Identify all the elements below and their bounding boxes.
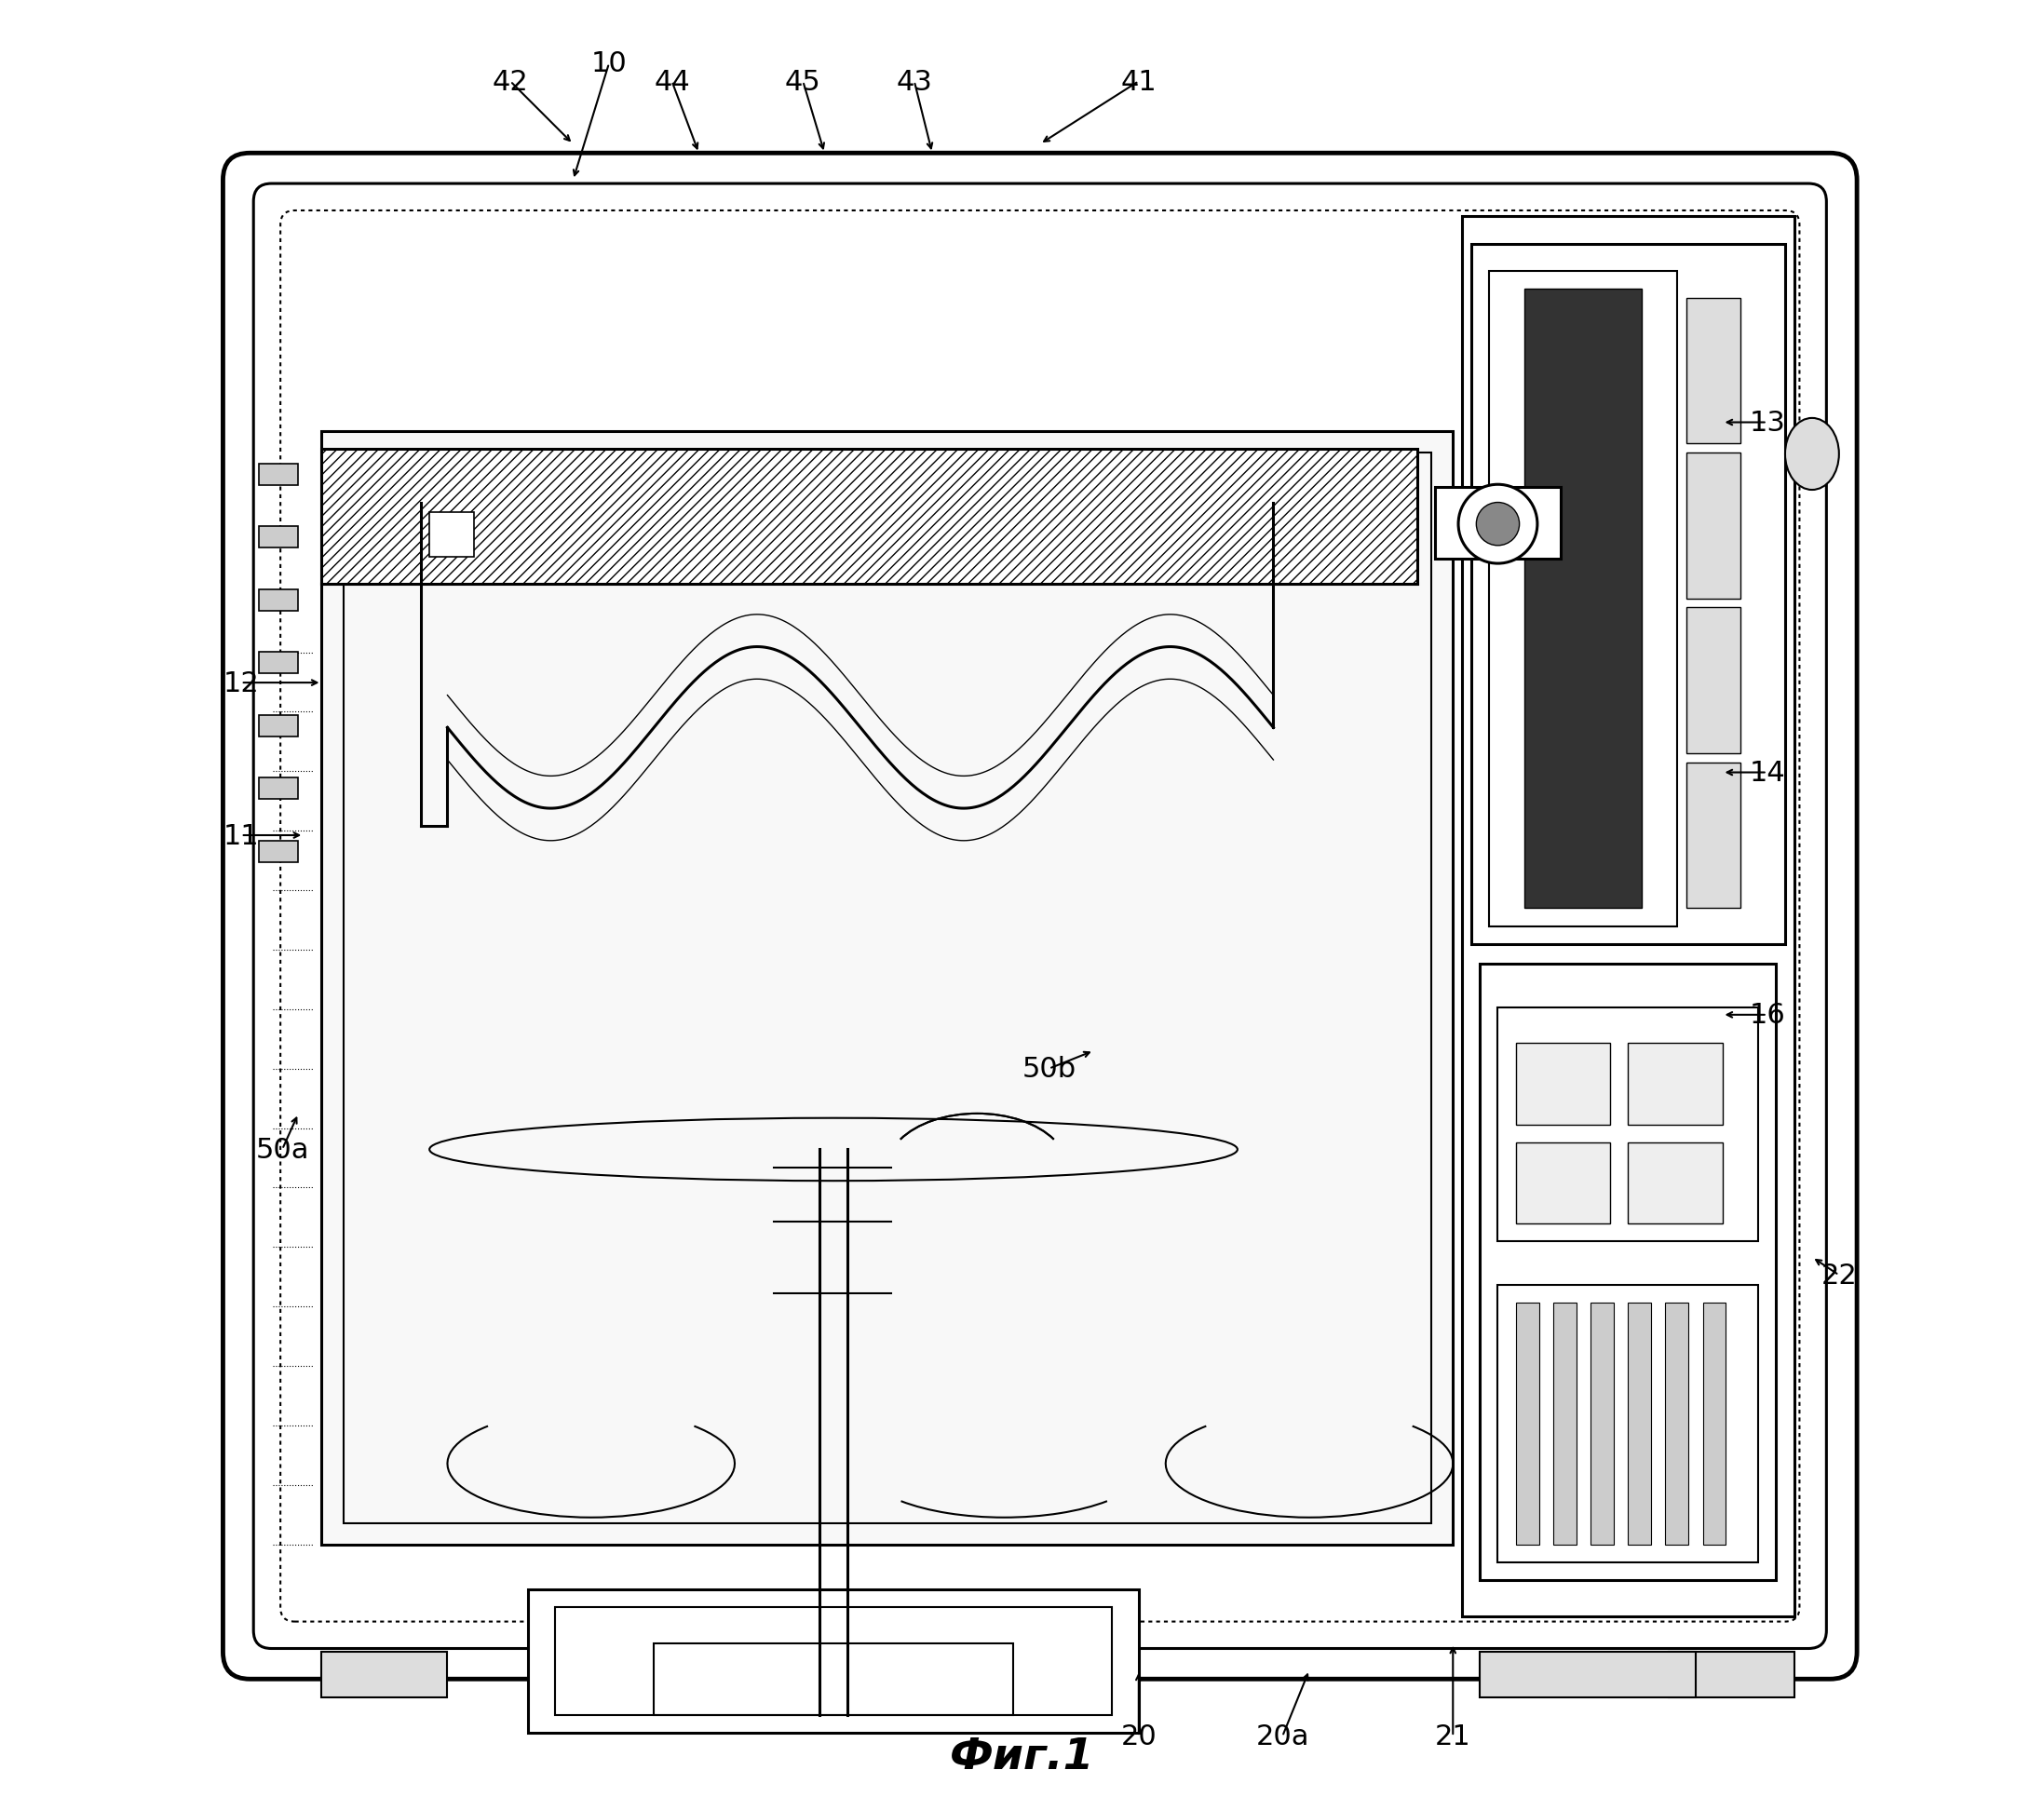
Bar bbox=[1553, 1303, 1576, 1544]
Text: 50b: 50b bbox=[1022, 1055, 1075, 1082]
Ellipse shape bbox=[1784, 419, 1840, 491]
Bar bbox=[1627, 1143, 1723, 1224]
Bar bbox=[1480, 1651, 1694, 1696]
Bar bbox=[260, 652, 298, 674]
Bar bbox=[1498, 1008, 1758, 1242]
Text: 10: 10 bbox=[591, 50, 628, 77]
Text: 16: 16 bbox=[1750, 1001, 1784, 1028]
Bar bbox=[1488, 271, 1678, 927]
Circle shape bbox=[1476, 503, 1519, 546]
Bar bbox=[1472, 244, 1784, 945]
Bar bbox=[1517, 1044, 1611, 1125]
Bar bbox=[260, 841, 298, 863]
Bar bbox=[1686, 298, 1739, 444]
Bar bbox=[321, 449, 1416, 584]
Text: Фиг.1: Фиг.1 bbox=[950, 1736, 1094, 1777]
Bar bbox=[556, 1607, 1112, 1714]
Text: 41: 41 bbox=[1120, 68, 1157, 95]
Bar bbox=[1435, 487, 1562, 559]
Text: 20: 20 bbox=[1120, 1723, 1157, 1750]
Bar bbox=[1668, 1651, 1795, 1696]
Text: 20a: 20a bbox=[1255, 1723, 1308, 1750]
Bar bbox=[1703, 1303, 1725, 1544]
Text: 13: 13 bbox=[1750, 410, 1784, 437]
Bar bbox=[1525, 289, 1641, 909]
Text: 21: 21 bbox=[1435, 1723, 1472, 1750]
Bar bbox=[1461, 217, 1795, 1616]
Bar bbox=[260, 589, 298, 611]
Bar bbox=[429, 512, 474, 557]
Bar bbox=[1517, 1143, 1611, 1224]
Bar bbox=[1517, 1303, 1539, 1544]
Bar bbox=[321, 1651, 448, 1696]
Text: 45: 45 bbox=[785, 68, 822, 95]
Text: 44: 44 bbox=[654, 68, 691, 95]
Bar bbox=[527, 1589, 1139, 1732]
Text: 22: 22 bbox=[1821, 1261, 1858, 1288]
Text: 11: 11 bbox=[223, 823, 260, 850]
Bar bbox=[260, 778, 298, 800]
Bar bbox=[321, 431, 1453, 1544]
Bar bbox=[654, 1642, 1014, 1714]
Bar bbox=[260, 527, 298, 548]
Text: 42: 42 bbox=[493, 68, 527, 95]
Text: 12: 12 bbox=[223, 670, 260, 697]
Bar bbox=[1666, 1303, 1688, 1544]
Bar bbox=[1498, 1285, 1758, 1562]
FancyBboxPatch shape bbox=[223, 155, 1856, 1678]
Bar bbox=[1686, 607, 1739, 753]
Circle shape bbox=[1457, 485, 1537, 564]
Bar bbox=[1686, 453, 1739, 598]
Text: 14: 14 bbox=[1750, 760, 1784, 787]
Bar bbox=[260, 715, 298, 737]
Text: 50a: 50a bbox=[256, 1136, 309, 1163]
Bar bbox=[1590, 1303, 1613, 1544]
Text: 43: 43 bbox=[895, 68, 932, 95]
Bar bbox=[1480, 965, 1776, 1580]
Bar bbox=[343, 453, 1431, 1522]
Bar bbox=[1627, 1044, 1723, 1125]
Bar bbox=[1627, 1303, 1652, 1544]
Bar bbox=[260, 464, 298, 485]
Bar bbox=[1686, 762, 1739, 909]
